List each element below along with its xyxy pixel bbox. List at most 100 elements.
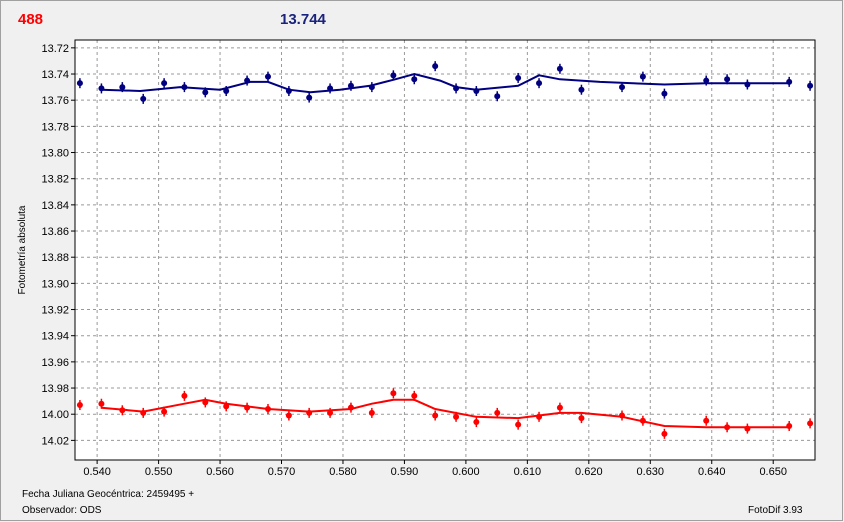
data-point bbox=[264, 71, 271, 82]
y-tick-label: 13.78 bbox=[41, 121, 69, 133]
footer-axis-note: Fecha Juliana Geocéntrica: 2459495 + bbox=[22, 489, 194, 500]
y-tick-label: 13.88 bbox=[41, 252, 69, 264]
marker bbox=[661, 90, 668, 97]
data-point bbox=[807, 418, 814, 429]
y-tick-label: 13.80 bbox=[41, 148, 69, 160]
marker bbox=[181, 392, 188, 399]
marker bbox=[639, 73, 646, 80]
marker bbox=[390, 72, 397, 79]
marker bbox=[453, 413, 460, 420]
data-point bbox=[703, 415, 710, 426]
marker bbox=[807, 420, 814, 427]
marker bbox=[515, 421, 522, 428]
data-point bbox=[98, 398, 105, 409]
x-tick-label: 0.630 bbox=[637, 466, 665, 478]
data-point bbox=[368, 407, 375, 418]
marker bbox=[432, 412, 439, 419]
marker bbox=[536, 80, 543, 87]
data-point bbox=[432, 410, 439, 421]
x-tick-label: 0.600 bbox=[452, 466, 480, 478]
marker bbox=[578, 415, 585, 422]
y-tick-label: 13.98 bbox=[41, 383, 69, 395]
marker bbox=[515, 74, 522, 81]
y-tick-label: 13.76 bbox=[41, 95, 69, 107]
data-point bbox=[473, 417, 480, 428]
marker bbox=[411, 76, 418, 83]
data-point bbox=[578, 84, 585, 95]
data-point bbox=[639, 71, 646, 82]
y-tick-label: 13.94 bbox=[41, 331, 69, 343]
x-tick-label: 0.570 bbox=[268, 466, 296, 478]
data-point bbox=[807, 80, 814, 91]
data-point bbox=[285, 410, 292, 421]
y-tick-label: 13.96 bbox=[41, 357, 69, 369]
data-point bbox=[390, 70, 397, 81]
footer-observer: Observador: ODS bbox=[22, 505, 102, 516]
data-point bbox=[390, 388, 397, 399]
data-point bbox=[494, 407, 501, 418]
marker bbox=[161, 408, 168, 415]
marker bbox=[368, 409, 375, 416]
x-tick-label: 0.560 bbox=[206, 466, 234, 478]
fit-line bbox=[101, 72, 790, 94]
x-tick-label: 0.650 bbox=[759, 466, 787, 478]
data-point bbox=[515, 72, 522, 83]
marker bbox=[494, 409, 501, 416]
x-tick-label: 0.610 bbox=[514, 466, 542, 478]
data-point bbox=[140, 93, 147, 104]
marker bbox=[140, 95, 147, 102]
data-point bbox=[306, 92, 313, 103]
marker bbox=[264, 73, 271, 80]
grid bbox=[71, 40, 815, 464]
y-tick-label: 13.82 bbox=[41, 174, 69, 186]
marker bbox=[76, 402, 83, 409]
x-tick-label: 0.640 bbox=[698, 466, 726, 478]
header-left: 488 bbox=[18, 11, 43, 28]
x-tick-label: 0.550 bbox=[145, 466, 173, 478]
marker bbox=[724, 76, 731, 83]
marker bbox=[703, 77, 710, 84]
data-point bbox=[411, 74, 418, 85]
marker bbox=[578, 86, 585, 93]
y-axis-label: Fotometría absoluta bbox=[17, 205, 28, 294]
data-point bbox=[556, 402, 563, 413]
marker bbox=[285, 412, 292, 419]
marks bbox=[76, 61, 814, 439]
marker bbox=[619, 84, 626, 91]
marker bbox=[119, 84, 126, 91]
plot-area bbox=[75, 40, 815, 460]
y-tick-label: 13.92 bbox=[41, 305, 69, 317]
x-tick-label: 0.540 bbox=[83, 466, 111, 478]
data-point bbox=[181, 390, 188, 401]
data-point bbox=[494, 91, 501, 102]
y-tick-label: 13.72 bbox=[41, 43, 69, 55]
marker bbox=[661, 430, 668, 437]
marker bbox=[703, 417, 710, 424]
x-tick-label: 0.620 bbox=[575, 466, 603, 478]
footer-software: FotoDif 3.93 bbox=[748, 505, 803, 516]
marker bbox=[432, 63, 439, 70]
marker bbox=[76, 80, 83, 87]
marker bbox=[223, 88, 230, 95]
header-right: 13.744 bbox=[280, 11, 327, 28]
marker bbox=[494, 93, 501, 100]
x-tick-label: 0.590 bbox=[391, 466, 419, 478]
x-tick-label: 0.580 bbox=[329, 466, 357, 478]
y-tick-label: 14.02 bbox=[41, 435, 69, 447]
data-point bbox=[578, 413, 585, 424]
marker bbox=[411, 392, 418, 399]
data-point bbox=[432, 61, 439, 72]
plot-border bbox=[74, 39, 816, 461]
marker bbox=[161, 80, 168, 87]
marker bbox=[807, 82, 814, 89]
y-tick-label: 13.84 bbox=[41, 200, 69, 212]
data-point bbox=[161, 78, 168, 89]
data-point bbox=[661, 428, 668, 439]
data-point bbox=[76, 78, 83, 89]
y-tick-label: 13.74 bbox=[41, 69, 69, 81]
marker bbox=[556, 65, 563, 72]
y-tick-label: 14.00 bbox=[41, 409, 69, 421]
marker bbox=[473, 419, 480, 426]
